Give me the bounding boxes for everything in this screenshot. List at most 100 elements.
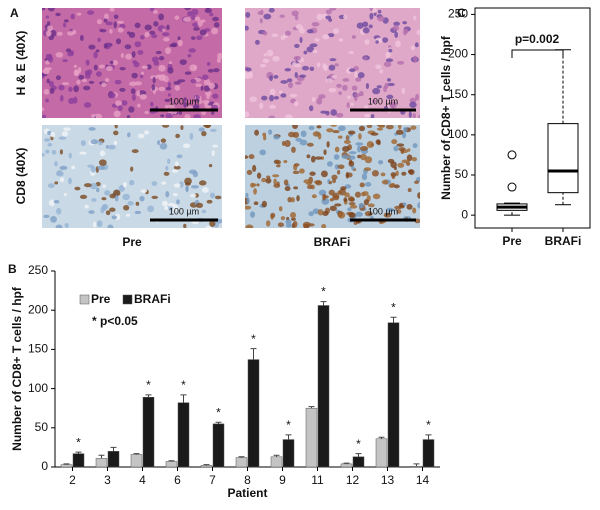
cell xyxy=(128,106,135,113)
cell xyxy=(85,59,90,66)
cell xyxy=(245,205,252,210)
x-axis-label: Patient xyxy=(227,486,267,500)
cell xyxy=(169,43,177,47)
cell xyxy=(309,171,316,176)
cell xyxy=(61,82,70,86)
cell xyxy=(377,9,382,14)
cell xyxy=(323,149,327,156)
cell xyxy=(158,56,165,61)
cell xyxy=(165,190,170,198)
texture-group xyxy=(42,125,222,228)
cell xyxy=(96,19,102,25)
cell xyxy=(144,31,150,38)
y-axis-label: Number of CD8+ T cells / hpf xyxy=(10,286,24,451)
cell xyxy=(396,143,405,147)
cell xyxy=(416,29,420,36)
cell xyxy=(312,208,320,215)
cell xyxy=(347,207,352,212)
cell xyxy=(308,125,315,131)
cell xyxy=(385,52,389,59)
bar xyxy=(177,402,190,468)
cell xyxy=(119,87,126,92)
cell xyxy=(175,133,180,139)
cell xyxy=(134,22,141,29)
cell xyxy=(140,71,144,76)
cell xyxy=(325,9,332,15)
cell xyxy=(76,12,82,16)
cell xyxy=(262,58,270,64)
cell xyxy=(262,134,267,141)
cell xyxy=(217,52,222,60)
cell xyxy=(410,45,415,51)
cell xyxy=(211,27,219,35)
cell xyxy=(192,104,200,110)
cell xyxy=(165,87,172,91)
cell xyxy=(348,201,356,206)
cell xyxy=(349,155,356,160)
cell xyxy=(333,154,340,160)
cell xyxy=(103,18,108,23)
y-tick-label: 50 xyxy=(455,167,469,181)
cell xyxy=(392,25,400,31)
cell xyxy=(155,50,162,55)
cell xyxy=(375,64,382,70)
cell xyxy=(268,129,273,135)
cell xyxy=(284,30,292,36)
cell xyxy=(366,125,373,129)
x-tick-label: 4 xyxy=(139,473,146,487)
cell xyxy=(322,211,329,216)
error-bar xyxy=(110,446,117,452)
cell xyxy=(284,67,292,72)
bar xyxy=(305,407,318,468)
cell xyxy=(177,79,186,83)
cell xyxy=(394,31,399,38)
cell xyxy=(364,156,373,164)
cell xyxy=(273,178,277,186)
cell xyxy=(354,71,358,79)
cell xyxy=(280,93,287,98)
cell xyxy=(412,207,417,214)
texture-group xyxy=(245,8,420,118)
cell xyxy=(88,44,96,50)
cell xyxy=(401,87,406,95)
error-bar xyxy=(285,434,292,440)
cell xyxy=(114,125,118,129)
cell xyxy=(290,211,297,219)
cell xyxy=(157,140,161,146)
cell xyxy=(147,205,155,213)
cell xyxy=(375,40,379,44)
cell xyxy=(109,28,113,34)
cell xyxy=(312,131,321,137)
cell xyxy=(403,127,408,133)
cell xyxy=(338,125,346,132)
cell xyxy=(210,128,217,132)
cell xyxy=(355,211,363,217)
cell xyxy=(411,156,417,162)
cell xyxy=(309,66,315,71)
cell xyxy=(328,87,337,93)
cell xyxy=(95,49,100,53)
bar xyxy=(107,451,120,468)
cell xyxy=(366,141,374,148)
cell xyxy=(113,110,121,118)
cell xyxy=(138,90,147,96)
cell xyxy=(284,140,291,147)
cell xyxy=(123,205,130,211)
cell xyxy=(162,28,166,32)
cell xyxy=(259,102,264,110)
cell xyxy=(376,127,384,131)
cell xyxy=(79,151,87,155)
cell xyxy=(283,160,288,164)
cell xyxy=(365,82,370,90)
cell xyxy=(128,31,136,38)
cell xyxy=(131,94,136,101)
bar xyxy=(235,457,248,468)
cell xyxy=(363,199,369,206)
cell xyxy=(311,97,316,102)
cell xyxy=(168,61,173,65)
cell xyxy=(279,14,285,18)
cell xyxy=(177,36,181,41)
scale-label: 100 µm xyxy=(368,206,398,216)
cell xyxy=(91,114,96,118)
cell xyxy=(183,223,187,228)
